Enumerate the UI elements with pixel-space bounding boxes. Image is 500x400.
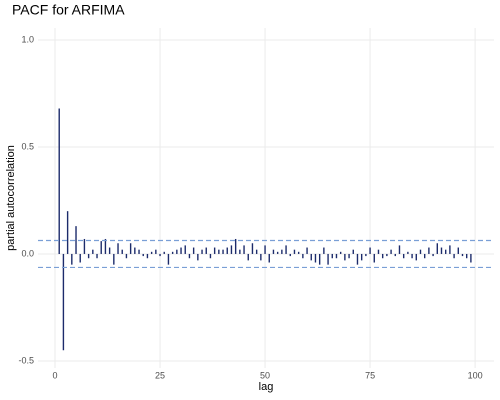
y-tick-label: -0.5 [18, 355, 34, 365]
y-tick-label: 0.0 [21, 248, 34, 258]
chart-title: PACF for ARFIMA [12, 2, 125, 18]
x-tick-label: 0 [53, 370, 58, 380]
x-tick-label: 50 [260, 370, 270, 380]
x-axis-label: lag [259, 381, 274, 393]
y-axis-label: partial autocorrelation [5, 145, 17, 251]
x-tick-label: 25 [155, 370, 165, 380]
y-tick-label: 0.5 [21, 141, 34, 151]
y-tick-label: 1.0 [21, 34, 34, 44]
x-tick-label: 75 [365, 370, 375, 380]
x-tick-label: 100 [468, 370, 483, 380]
